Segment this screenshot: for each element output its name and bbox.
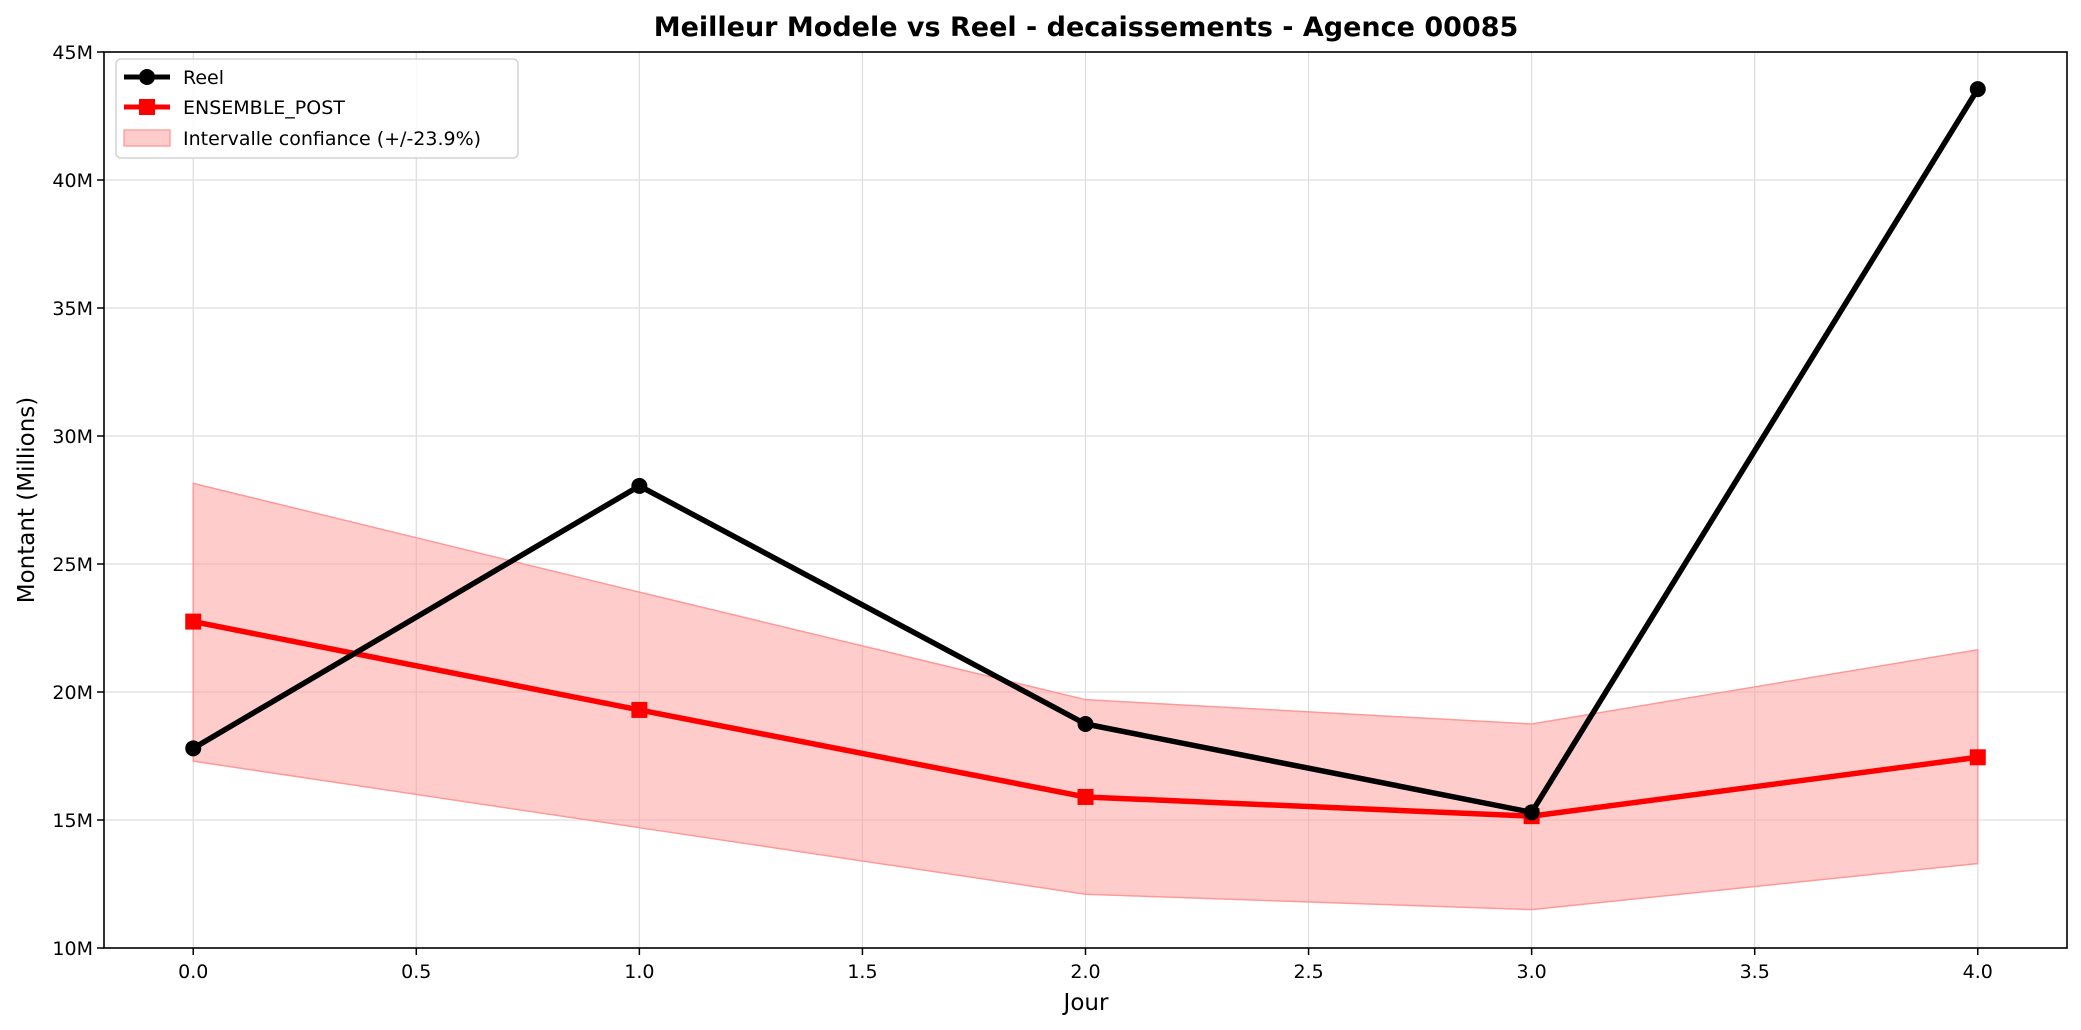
y-tick-label: 25M [52, 554, 93, 576]
y-tick-label: 10M [52, 938, 93, 960]
series-point-ensemble-post [631, 701, 648, 718]
series-point-ensemble-post [185, 613, 202, 630]
legend-band-label: Intervalle confiance (+/-23.9%) [183, 128, 481, 150]
x-tick-label: 3.0 [1517, 961, 1547, 983]
series-group [185, 81, 1986, 825]
legend-reel-marker [139, 69, 155, 85]
y-axis-label: Montant (Millions) [14, 397, 40, 604]
legend-band-swatch [123, 129, 171, 147]
y-axis: 10M 15M 20M 25M 30M 35M 40M 45M [52, 42, 104, 960]
series-point-reel [631, 477, 648, 494]
legend-reel-label: Reel [183, 67, 224, 89]
confidence-band [192, 482, 1979, 911]
y-tick-label: 35M [52, 298, 93, 320]
x-tick-label: 3.5 [1740, 961, 1770, 983]
x-tick-label: 0.5 [401, 961, 431, 983]
series-point-reel [185, 740, 202, 757]
y-tick-label: 30M [52, 426, 93, 448]
chart-title: Meilleur Modele vs Reel - decaissements … [654, 12, 1519, 43]
y-tick-label: 40M [52, 170, 93, 192]
x-tick-label: 4.0 [1963, 961, 1993, 983]
series-point-reel [1523, 804, 1540, 821]
y-tick-label: 20M [52, 682, 93, 704]
series-point-ensemble-post [1969, 749, 1986, 766]
x-tick-label: 2.5 [1293, 961, 1323, 983]
series-point-reel [1969, 81, 1986, 98]
x-axis-label: Jour [1062, 990, 1109, 1016]
x-tick-label: 1.0 [624, 961, 654, 983]
legend-box [115, 58, 519, 159]
confidence-band-area [192, 482, 1979, 911]
x-tick-label: 2.0 [1070, 961, 1100, 983]
y-tick-label: 45M [52, 42, 93, 64]
x-tick-label: 0.0 [178, 961, 208, 983]
y-tick-label: 15M [52, 810, 93, 832]
x-tick-label: 1.5 [847, 961, 877, 983]
series-point-ensemble-post [1077, 788, 1094, 805]
x-axis: 0.0 0.5 1.0 1.5 2.0 2.5 3.0 3.5 4.0 [178, 948, 1993, 983]
series-point-reel [1077, 716, 1094, 732]
legend-ensemble-marker [139, 99, 155, 115]
legend: Reel ENSEMBLE_POST Intervalle confiance … [115, 58, 519, 159]
legend-ensemble-label: ENSEMBLE_POST [183, 97, 345, 119]
